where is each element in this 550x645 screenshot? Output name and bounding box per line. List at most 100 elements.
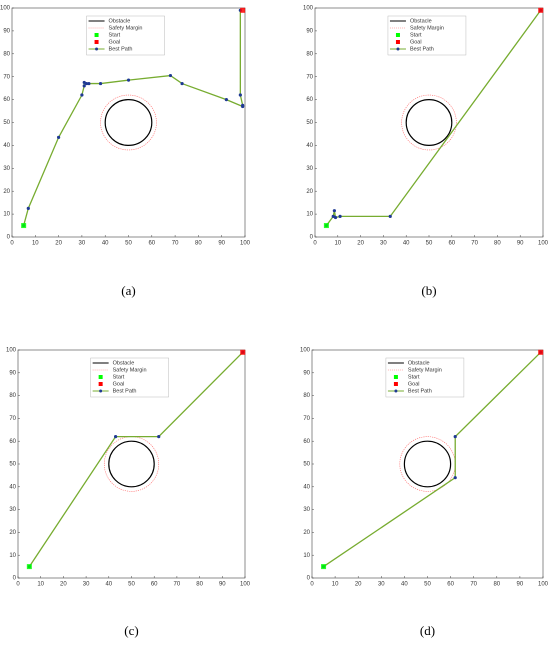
x-tick-label: 60 [448, 241, 455, 247]
y-tick-label: 100 [300, 348, 311, 354]
legend-label: Start [109, 32, 121, 38]
best-path [28, 351, 244, 567]
y-tick-label: 40 [303, 484, 310, 490]
y-tick-label: 10 [9, 553, 16, 559]
legend-symbol [395, 33, 400, 37]
x-tick-label: 10 [332, 582, 339, 588]
panel: 0 10 20 30 40 50 60 70 80 90 100 0 10 20 30 40 50 60 70 80 9… [303, 6, 549, 298]
y-tick-label: 50 [9, 462, 16, 468]
legend-label: Goal [408, 381, 420, 387]
path-node [57, 135, 61, 139]
legend-label: Best Path [113, 388, 137, 394]
x-tick-label: 50 [424, 582, 431, 588]
legend-symbol [94, 40, 99, 44]
y-tick-label: 30 [303, 507, 310, 513]
y-tick-label: 100 [6, 348, 17, 354]
path-node [238, 93, 242, 97]
x-tick-label: 0 [310, 582, 314, 588]
x-tick-label: 80 [195, 241, 202, 247]
x-tick-label: 10 [32, 241, 39, 247]
panel: 0 10 20 30 40 50 60 70 80 90 100 0 10 20 30 40 50 60 70 80 9… [300, 348, 549, 638]
legend-label: Start [410, 32, 422, 38]
x-tick-label: 80 [494, 241, 501, 247]
panel-caption: (b) [421, 283, 436, 298]
legend-symbol [394, 389, 398, 393]
path-node [453, 435, 457, 439]
y-tick-label: 0 [307, 576, 311, 582]
x-tick-label: 60 [148, 241, 155, 247]
path-node [388, 214, 392, 218]
legend-symbol [98, 382, 103, 386]
x-tick-label: 30 [79, 241, 86, 247]
best-path [323, 351, 542, 568]
x-tick-label: 60 [151, 582, 158, 588]
x-tick-label: 40 [102, 241, 109, 247]
y-tick-label: 10 [3, 212, 10, 218]
y-tick-label: 80 [3, 51, 10, 57]
x-tick-label: 50 [426, 241, 433, 247]
y-tick-label: 10 [306, 212, 313, 218]
path-node [98, 81, 103, 86]
legend-symbol [95, 47, 99, 51]
y-tick-label: 50 [3, 120, 10, 126]
path-node [82, 84, 86, 88]
path-node [168, 73, 173, 78]
legend-label: Obstacle [109, 18, 131, 24]
y-tick-label: 60 [9, 439, 16, 445]
path-node [114, 435, 118, 439]
panel: 0 10 20 30 40 50 60 70 80 90 100 0 10 20 30 40 50 60 70 80 9… [6, 348, 251, 638]
y-tick-label: 90 [303, 370, 310, 376]
y-tick-label: 20 [306, 189, 313, 195]
panel-caption: (c) [124, 623, 138, 638]
panel: 0 10 20 30 40 50 60 70 80 90 100 0 10 20 30 40 50 60 70 80 9… [0, 6, 251, 298]
goal-marker [538, 349, 544, 355]
y-tick-label: 80 [303, 393, 310, 399]
x-tick-label: 40 [403, 241, 410, 247]
x-tick-label: 0 [10, 241, 14, 247]
legend-label: Start [113, 374, 125, 380]
y-tick-label: 20 [303, 530, 310, 536]
x-tick-label: 100 [240, 241, 251, 247]
y-tick-label: 50 [303, 462, 310, 468]
x-tick-label: 90 [517, 241, 524, 247]
path-node [80, 93, 84, 97]
y-tick-label: 10 [303, 553, 310, 559]
y-tick-label: 60 [3, 97, 10, 103]
path-node [224, 98, 228, 102]
x-tick-label: 90 [218, 241, 225, 247]
y-tick-label: 40 [3, 143, 10, 149]
y-tick-label: 20 [9, 530, 16, 536]
safety-margin [401, 94, 457, 151]
legend-label: Start [408, 374, 420, 380]
x-tick-label: 70 [471, 241, 478, 247]
y-tick-label: 90 [3, 28, 10, 34]
x-tick-label: 10 [334, 241, 341, 247]
legend-label: Safety Margin [410, 25, 444, 31]
x-tick-label: 30 [83, 582, 90, 588]
x-tick-label: 100 [240, 582, 251, 588]
obstacle [405, 98, 453, 146]
y-tick-label: 30 [9, 507, 16, 513]
x-tick-label: 40 [105, 582, 112, 588]
y-tick-label: 30 [306, 166, 313, 172]
legend-label: Safety Margin [408, 367, 442, 373]
x-tick-label: 10 [37, 582, 44, 588]
path-node [87, 81, 91, 86]
legend-label: Obstacle [408, 360, 430, 366]
y-tick-label: 0 [7, 235, 11, 241]
y-tick-label: 70 [9, 416, 16, 422]
y-tick-label: 70 [3, 74, 10, 80]
y-tick-label: 40 [9, 484, 16, 490]
legend-symbol [99, 389, 103, 393]
y-tick-label: 90 [9, 370, 16, 376]
y-tick-label: 60 [306, 97, 313, 103]
obstacle [104, 98, 153, 146]
x-tick-label: 60 [447, 582, 454, 588]
y-tick-label: 60 [303, 439, 310, 445]
path-node [453, 476, 457, 480]
legend-label: Goal [410, 39, 422, 45]
x-tick-label: 80 [493, 582, 500, 588]
y-tick-label: 20 [3, 189, 10, 195]
obstacle [108, 440, 155, 488]
y-tick-label: 50 [306, 120, 313, 126]
